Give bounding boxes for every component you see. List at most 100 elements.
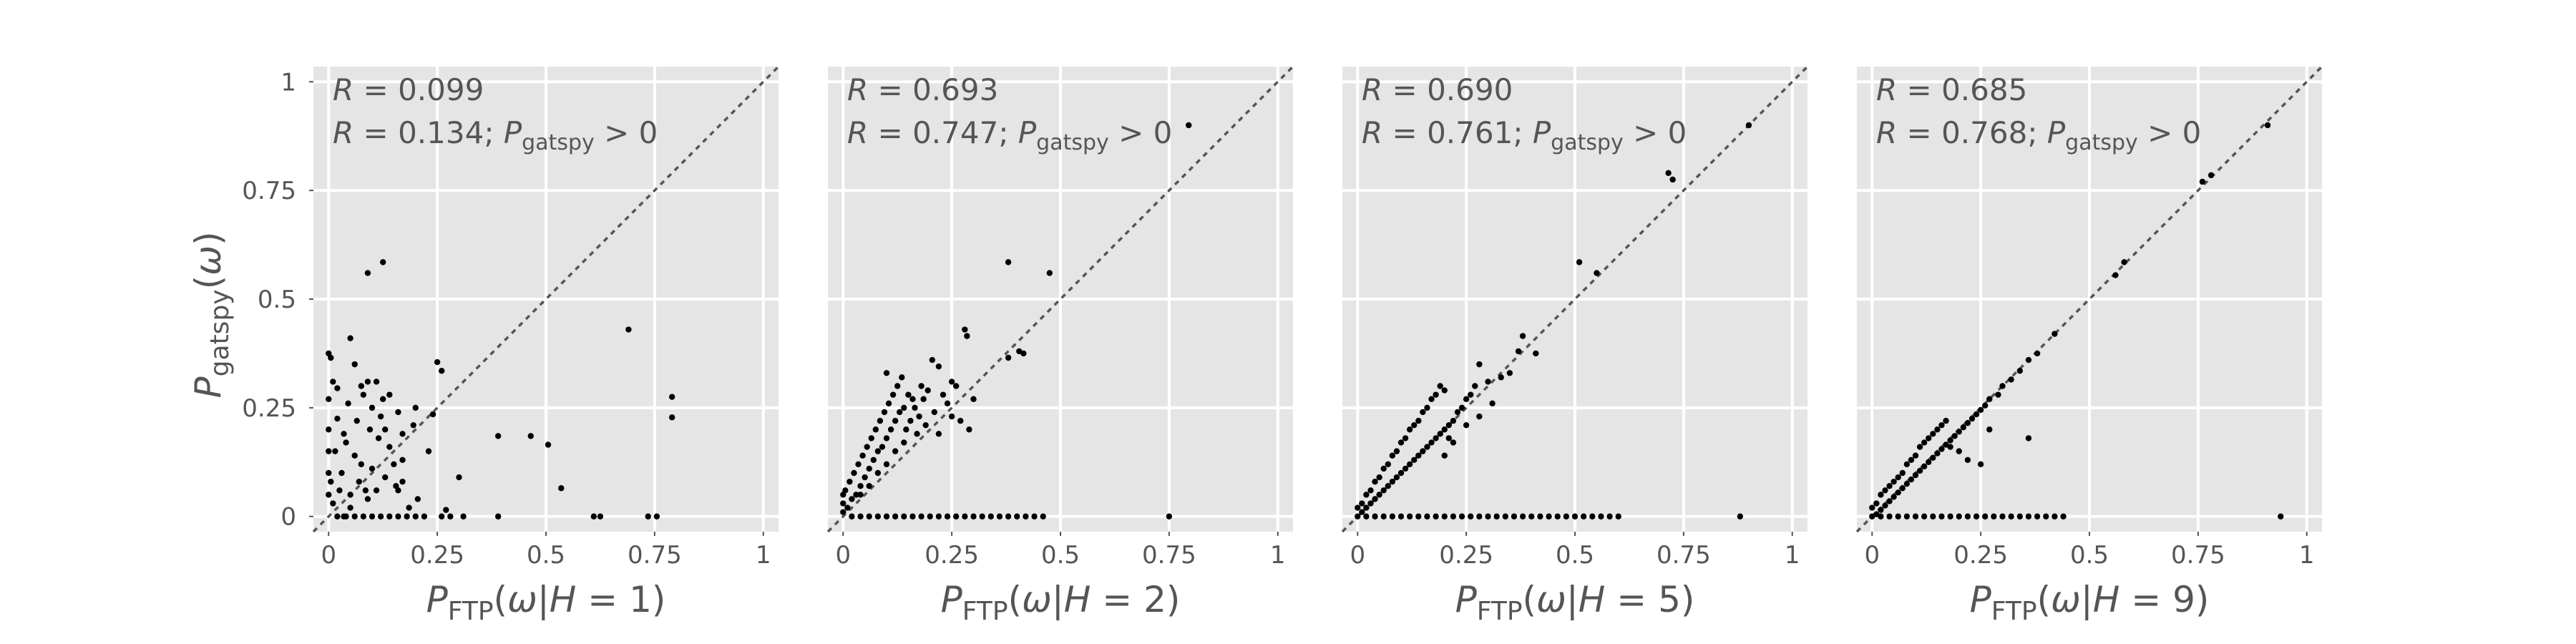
data-point bbox=[964, 333, 970, 339]
data-point bbox=[892, 448, 899, 454]
data-point bbox=[1437, 383, 1443, 389]
data-point bbox=[1947, 444, 1953, 450]
data-point bbox=[1878, 492, 1884, 498]
data-point bbox=[1986, 426, 1993, 433]
data-point bbox=[874, 448, 882, 454]
data-point bbox=[590, 513, 597, 519]
data-point bbox=[351, 361, 358, 368]
data-point bbox=[1737, 513, 1744, 519]
data-point bbox=[1463, 421, 1470, 429]
data-point bbox=[1385, 461, 1391, 468]
data-point bbox=[881, 409, 888, 416]
data-point bbox=[1458, 404, 1465, 411]
data-point bbox=[558, 485, 565, 492]
data-point bbox=[1031, 513, 1038, 519]
data-point bbox=[360, 391, 367, 398]
annotation-r-all: R = 0.693 bbox=[847, 72, 998, 107]
data-point bbox=[404, 513, 410, 519]
data-point bbox=[1476, 413, 1483, 420]
data-point bbox=[351, 513, 358, 519]
data-point bbox=[1594, 270, 1600, 276]
x-tick-label: 0.5 bbox=[2070, 541, 2109, 570]
data-point bbox=[912, 404, 918, 411]
x-tick-label: 0.5 bbox=[1041, 541, 1080, 570]
data-point bbox=[940, 391, 947, 398]
data-point bbox=[1402, 435, 1409, 441]
data-point bbox=[883, 370, 890, 376]
data-point bbox=[369, 465, 376, 472]
annotation-r-positive: R = 0.768; Pgatspy > 0 bbox=[1876, 115, 2201, 155]
data-point bbox=[2034, 513, 2041, 519]
data-point bbox=[840, 500, 847, 507]
y-tick-label: 0.5 bbox=[258, 286, 296, 314]
data-point bbox=[1947, 513, 1953, 519]
data-point bbox=[527, 433, 534, 439]
data-point bbox=[326, 426, 332, 433]
x-axis-label: PFTP(ω|H = 9) bbox=[1970, 579, 2210, 626]
data-point bbox=[1376, 474, 1382, 481]
data-point bbox=[1999, 513, 2006, 519]
data-point bbox=[1669, 176, 1676, 183]
data-point bbox=[1938, 421, 1945, 429]
data-point bbox=[1956, 448, 1962, 454]
data-point bbox=[2199, 178, 2206, 185]
data-point bbox=[1380, 487, 1387, 494]
data-point bbox=[1960, 424, 1967, 431]
x-tick-label: 0.5 bbox=[1556, 541, 1594, 570]
data-point bbox=[338, 469, 345, 477]
data-point bbox=[328, 478, 334, 485]
data-point bbox=[851, 469, 857, 477]
data-point bbox=[1977, 461, 1984, 468]
data-point bbox=[901, 404, 907, 411]
data-point bbox=[849, 513, 855, 519]
data-point bbox=[1363, 492, 1370, 498]
data-point bbox=[1916, 467, 1923, 474]
data-point bbox=[914, 431, 920, 437]
data-point bbox=[1428, 439, 1435, 446]
data-point bbox=[1424, 444, 1430, 450]
data-point bbox=[2025, 513, 2032, 519]
data-point bbox=[847, 478, 853, 485]
data-point bbox=[1973, 411, 1980, 418]
annotation-r-all: R = 0.685 bbox=[1876, 72, 2027, 107]
data-point bbox=[332, 448, 338, 454]
data-point bbox=[1472, 383, 1478, 389]
panel-2: 0 0.25 0.5 0.75 1 R = 0.693 R = 0.747; Pgatspy… bbox=[826, 65, 1294, 626]
data-point bbox=[1406, 513, 1413, 519]
data-point bbox=[1023, 513, 1029, 519]
data-point bbox=[456, 474, 462, 481]
x-axis-label: PFTP(ω|H = 5) bbox=[1455, 579, 1695, 626]
data-point bbox=[1441, 426, 1448, 433]
data-point bbox=[1506, 370, 1513, 376]
data-point bbox=[1166, 513, 1173, 519]
data-point bbox=[1389, 513, 1396, 519]
y-tick-label: 1 bbox=[280, 68, 296, 97]
data-point bbox=[1943, 417, 1949, 424]
data-point bbox=[1380, 465, 1387, 472]
data-point bbox=[874, 469, 882, 477]
data-point bbox=[1428, 396, 1435, 402]
annotation-r-all: R = 0.099 bbox=[333, 72, 484, 107]
data-point bbox=[1515, 348, 1522, 355]
data-point bbox=[1956, 429, 1962, 435]
data-point bbox=[996, 513, 1003, 519]
data-point bbox=[1878, 507, 1884, 513]
x-tick-label: 0 bbox=[835, 541, 851, 570]
data-point bbox=[414, 496, 421, 502]
data-point bbox=[840, 509, 847, 515]
data-point bbox=[1882, 487, 1888, 494]
data-point bbox=[375, 435, 382, 441]
data-point bbox=[1355, 513, 1361, 519]
data-point bbox=[326, 396, 332, 402]
data-point bbox=[1878, 513, 1884, 519]
data-point bbox=[1519, 513, 1526, 519]
data-point bbox=[386, 444, 393, 450]
x-tick-label: 1 bbox=[1270, 541, 1286, 570]
x-tick-label: 0 bbox=[321, 541, 336, 570]
data-point bbox=[395, 409, 401, 416]
data-point bbox=[2025, 435, 2032, 441]
data-point bbox=[1519, 333, 1526, 339]
data-point bbox=[844, 504, 851, 511]
data-point bbox=[434, 358, 441, 366]
data-point bbox=[1463, 396, 1470, 402]
